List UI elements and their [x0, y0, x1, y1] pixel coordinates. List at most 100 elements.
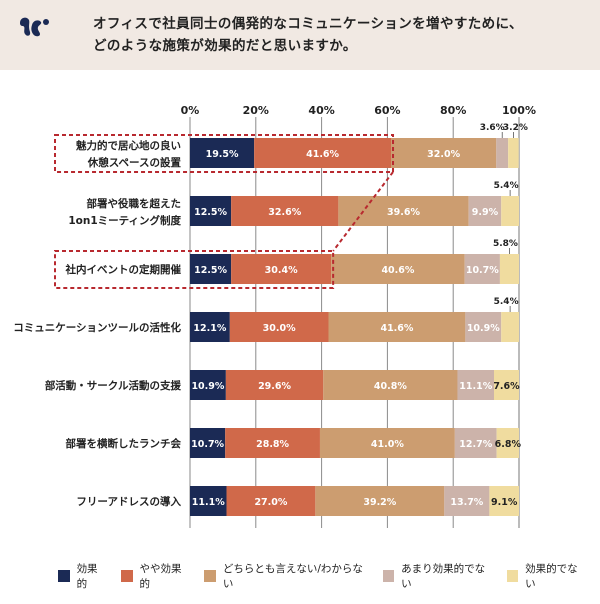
legend-label: やや効果的 [139, 563, 182, 590]
legend-swatch [382, 570, 395, 582]
bar-segment [454, 428, 497, 458]
stacked-bar-chart: 0% 20% 40% 60% 80% 100% 19.5% 41.6% 32.0% 3.6%3.2… [13, 104, 536, 528]
data-label: 29.6% [258, 381, 291, 392]
category-label: フリーアドレスの導入 [76, 495, 181, 508]
data-label: 13.7% [450, 497, 483, 508]
data-label: 9.9% [472, 207, 499, 218]
bar-segment [328, 312, 466, 342]
legend-label: 効果的でない [525, 563, 578, 590]
bar-segment [190, 254, 232, 284]
legend-item: 効果的でない [506, 561, 586, 591]
legend-label: 効果的 [76, 563, 98, 590]
legend-label: どちらとも言えない/わからない [222, 563, 363, 590]
bar-segment [444, 486, 490, 516]
legend-item: やや効果的 [120, 561, 190, 591]
data-label: 5.4% [494, 181, 519, 191]
bar-segment [496, 138, 509, 168]
data-label: 41.6% [380, 323, 413, 334]
bar-segment [190, 312, 230, 342]
bar-segment [457, 370, 494, 400]
data-label: 3.2% [503, 123, 528, 133]
category-label: コミュニケーションツールの活性化 [13, 321, 181, 334]
highlight-box [54, 134, 395, 173]
data-label: 12.5% [194, 265, 227, 276]
legend-item: どちらとも言えない/わからない [204, 561, 368, 591]
highlight-box [54, 250, 335, 289]
bar-segment [508, 138, 519, 168]
bar-segment [338, 196, 469, 226]
bar-segment [501, 312, 519, 342]
legend-item: 効果的 [58, 561, 107, 591]
data-label: 41.6% [306, 149, 339, 160]
chart-title: オフィスで社員同士の偶発的なコミュニケーションを増やすために、 どのような施策が… [93, 13, 523, 57]
x-tick-label: 60% [374, 104, 400, 117]
category-label: 部署や役職を超えた [87, 197, 182, 210]
bar-segment [231, 254, 332, 284]
bar-segment [493, 370, 519, 400]
bar-segment [190, 196, 232, 226]
data-label: 9.1% [491, 497, 518, 508]
category-label: 1on1ミーティング制度 [68, 214, 181, 227]
data-label: 39.2% [363, 497, 396, 508]
category-label: 休憩スペースの設置 [87, 156, 182, 169]
data-label: 19.5% [206, 149, 239, 160]
title-line-2: どのような施策が効果的だと思いますか。 [93, 38, 357, 54]
bar-segment [231, 196, 339, 226]
bar-segment [331, 254, 465, 284]
data-label: 12.5% [194, 207, 227, 218]
legend-item: あまり効果的でない [382, 561, 493, 591]
data-label: 10.7% [191, 439, 224, 450]
data-label: 40.6% [381, 265, 414, 276]
data-label: 5.8% [493, 239, 518, 249]
data-label: 11.1% [192, 497, 225, 508]
legend: 効果的 やや効果的 どちらとも言えない/わからない あまり効果的でない 効果的でない [58, 561, 600, 591]
bar-segment [315, 486, 445, 516]
data-label: 32.0% [427, 149, 460, 160]
bar-segment [501, 196, 519, 226]
category-label: 部活動・サークル活動の支援 [45, 379, 182, 392]
x-tick-label: 100% [502, 104, 536, 117]
x-tick-label: 80% [440, 104, 466, 117]
bar-segment [190, 138, 255, 168]
bar-segment [499, 254, 519, 284]
x-tick-label: 40% [308, 104, 334, 117]
legend-swatch [506, 570, 519, 582]
bar-segment [254, 138, 392, 168]
data-label: 40.8% [374, 381, 407, 392]
data-label: 11.1% [459, 381, 492, 392]
bar-segment [229, 312, 329, 342]
data-label: 30.0% [263, 323, 296, 334]
data-label: 30.4% [265, 265, 298, 276]
data-label: 32.6% [268, 207, 301, 218]
bar-segment [323, 370, 458, 400]
category-label: 部署を横断したランチ会 [66, 437, 182, 450]
brand-logo-icon [20, 17, 49, 37]
data-label: 39.6% [387, 207, 420, 218]
bar-segment [391, 138, 497, 168]
data-label: 10.7% [466, 265, 499, 276]
data-label: 3.6% [480, 123, 505, 133]
bar-segment [465, 312, 502, 342]
data-label: 27.0% [254, 497, 287, 508]
data-label: 12.1% [193, 323, 226, 334]
bar-segment [225, 370, 324, 400]
legend-label: あまり効果的でない [401, 563, 486, 590]
bar-segment [496, 428, 519, 458]
bar-segment [226, 486, 316, 516]
bar-segment [468, 196, 502, 226]
bar-segment [225, 428, 320, 458]
bar-segment [190, 428, 226, 458]
bar-segment [319, 428, 455, 458]
bar-segment [464, 254, 500, 284]
category-label: 魅力的で居心地の良い [76, 139, 181, 152]
data-label: 5.4% [494, 297, 519, 307]
data-label: 28.8% [256, 439, 289, 450]
data-label: 7.6% [493, 381, 520, 392]
data-label: 10.9% [467, 323, 500, 334]
bar-segment [489, 486, 519, 516]
data-label: 10.9% [191, 381, 224, 392]
bar-segment [190, 370, 226, 400]
title-line-1: オフィスで社員同士の偶発的なコミュニケーションを増やすために、 [93, 16, 523, 32]
bar-segment [190, 486, 227, 516]
x-tick-label: 20% [243, 104, 269, 117]
